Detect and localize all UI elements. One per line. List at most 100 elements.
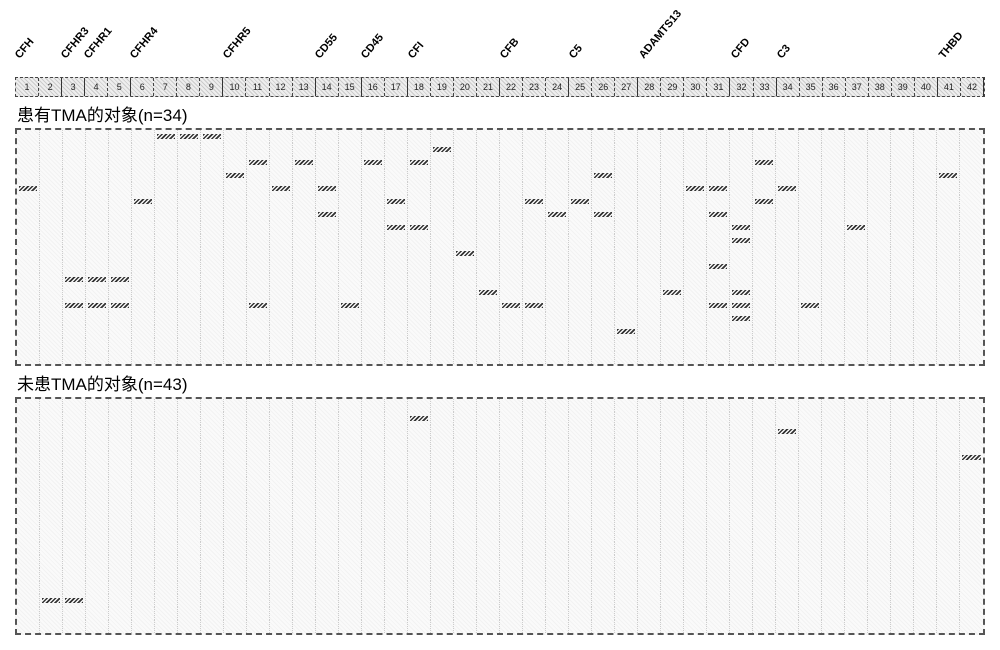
heatmap-cell (546, 273, 569, 286)
heatmap-cell (224, 299, 247, 312)
column-number: 23 (523, 78, 546, 96)
heatmap-cell (155, 477, 178, 490)
heatmap-cell (500, 208, 523, 221)
heatmap-cell (730, 464, 753, 477)
heatmap-cell (937, 325, 960, 338)
column-number: 1 (16, 78, 39, 96)
heatmap-cell (730, 299, 753, 312)
heatmap-cell (385, 529, 408, 542)
heatmap-cell (63, 503, 86, 516)
heatmap-cell (224, 490, 247, 503)
heatmap-cell (500, 425, 523, 438)
heatmap-cell (845, 351, 868, 364)
heatmap-cell (799, 568, 822, 581)
heatmap-cell (155, 568, 178, 581)
heatmap-cell (270, 607, 293, 620)
heatmap-cell (339, 208, 362, 221)
heatmap-cell (546, 425, 569, 438)
heatmap-cell (546, 490, 569, 503)
heatmap-cell (799, 299, 822, 312)
heatmap-cell (431, 490, 454, 503)
heatmap-cell (937, 529, 960, 542)
heatmap-cell (845, 182, 868, 195)
heatmap-cell (408, 325, 431, 338)
heatmap-row (17, 312, 983, 325)
heatmap-cell (707, 299, 730, 312)
variant-mark (548, 212, 566, 217)
heatmap-cell (799, 169, 822, 182)
heatmap-cell (477, 169, 500, 182)
gene-label: THBD (937, 30, 966, 61)
heatmap-cell (270, 555, 293, 568)
heatmap-cell (224, 464, 247, 477)
heatmap-cell (845, 299, 868, 312)
heatmap-cell (362, 503, 385, 516)
heatmap-cell (316, 260, 339, 273)
heatmap-cell (523, 351, 546, 364)
heatmap-cell (546, 286, 569, 299)
heatmap-cell (523, 325, 546, 338)
heatmap-cell (661, 156, 684, 169)
heatmap-cell (270, 568, 293, 581)
heatmap-cell (523, 130, 546, 143)
heatmap-cell (40, 260, 63, 273)
heatmap-cell (776, 312, 799, 325)
heatmap-cell (132, 156, 155, 169)
heatmap-row (17, 260, 983, 273)
heatmap-cell (684, 464, 707, 477)
heatmap-cell (914, 182, 937, 195)
heatmap-cell (316, 438, 339, 451)
heatmap-cell (776, 130, 799, 143)
heatmap-cell (891, 260, 914, 273)
heatmap-cell (868, 399, 891, 412)
heatmap-cell (408, 490, 431, 503)
heatmap-cell (316, 286, 339, 299)
heatmap-cell (408, 169, 431, 182)
heatmap-cell (454, 399, 477, 412)
heatmap-cell (86, 312, 109, 325)
heatmap-cell (40, 299, 63, 312)
heatmap-cell (937, 425, 960, 438)
column-number: 39 (892, 78, 915, 96)
heatmap-cell (362, 568, 385, 581)
heatmap-cell (339, 438, 362, 451)
heatmap-row (17, 182, 983, 195)
variant-mark (755, 160, 773, 165)
heatmap-cell (247, 260, 270, 273)
heatmap-cell (109, 143, 132, 156)
heatmap-cell (615, 464, 638, 477)
heatmap-cell (776, 299, 799, 312)
heatmap-cell (178, 221, 201, 234)
heatmap-cell (638, 451, 661, 464)
heatmap-cell (730, 516, 753, 529)
heatmap-cell (868, 464, 891, 477)
variant-mark (456, 251, 474, 256)
heatmap-cell (17, 195, 40, 208)
heatmap-cell (960, 542, 983, 555)
heatmap-cell (477, 195, 500, 208)
heatmap-cell (937, 130, 960, 143)
heatmap-cell (500, 529, 523, 542)
heatmap-cell (937, 195, 960, 208)
heatmap-cell (155, 260, 178, 273)
heatmap-cell (937, 351, 960, 364)
heatmap-cell (40, 208, 63, 221)
heatmap-cell (224, 221, 247, 234)
heatmap-cell (684, 208, 707, 221)
heatmap-cell (937, 516, 960, 529)
heatmap-cell (684, 247, 707, 260)
column-number: 10 (223, 78, 246, 96)
heatmap-cell (569, 143, 592, 156)
heatmap-cell (132, 503, 155, 516)
heatmap-cell (937, 594, 960, 607)
heatmap-cell (707, 542, 730, 555)
heatmap-cell (891, 516, 914, 529)
heatmap-cell (247, 286, 270, 299)
variant-mark (594, 173, 612, 178)
heatmap-cell (63, 594, 86, 607)
heatmap-cell (684, 260, 707, 273)
heatmap-cell (178, 351, 201, 364)
column-number: 12 (270, 78, 293, 96)
heatmap-cell (891, 412, 914, 425)
variant-mark (387, 199, 405, 204)
